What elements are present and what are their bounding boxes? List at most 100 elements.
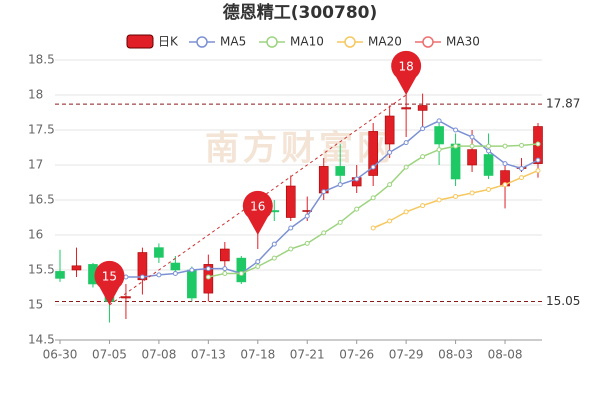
ma-point — [387, 218, 393, 224]
ma-point — [205, 274, 211, 280]
candle-body — [170, 262, 181, 271]
y-tick-label: 16 — [28, 228, 43, 242]
legend-label: MA10 — [290, 35, 324, 49]
ma-point — [436, 118, 442, 124]
legend-label: 日K — [158, 35, 179, 49]
y-tick-label: 17.5 — [28, 123, 55, 137]
candle-body — [236, 257, 247, 283]
candle-body — [335, 166, 346, 176]
x-tick-label: 07-13 — [191, 348, 226, 362]
ma-point — [354, 176, 360, 182]
x-tick-label: 07-26 — [339, 348, 374, 362]
ma-point — [535, 168, 541, 174]
candle-body — [137, 252, 148, 281]
ma-point — [288, 246, 294, 252]
ma-point — [453, 143, 459, 149]
ma-point — [486, 143, 492, 149]
ma-point — [387, 149, 393, 155]
legend-label: MA5 — [220, 35, 246, 49]
candle-body — [401, 107, 411, 110]
legend-swatch — [196, 36, 208, 48]
ma-point — [271, 241, 277, 247]
y-tick-label: 17 — [28, 158, 43, 172]
ma-point — [469, 190, 475, 196]
y-tick-label: 15.5 — [28, 263, 55, 277]
pin-label: 15 — [102, 270, 117, 284]
y-tick-label: 16.5 — [28, 193, 55, 207]
legend-label: MA20 — [368, 35, 402, 49]
ma-point — [486, 148, 492, 154]
ma-point — [519, 166, 525, 171]
ma-point — [123, 274, 129, 280]
ma-point — [436, 147, 442, 153]
legend-swatch — [344, 36, 356, 48]
ma-point — [238, 271, 244, 276]
ma-point — [304, 213, 310, 219]
x-tick-label: 07-08 — [141, 348, 176, 362]
ma-point — [205, 266, 211, 272]
ma-point — [453, 194, 459, 199]
ma-point — [172, 271, 178, 276]
ma-point — [370, 164, 376, 170]
ma-point — [469, 143, 475, 149]
ma-point — [486, 187, 492, 192]
x-tick-label: 07-05 — [92, 348, 127, 362]
ma-point — [420, 154, 426, 160]
pin — [242, 190, 273, 235]
chart-title: 德恩精工(300780) — [223, 2, 378, 23]
y-tick-label: 14.5 — [28, 333, 55, 347]
ma-point — [370, 195, 376, 201]
pin — [94, 260, 125, 305]
ma-point — [436, 197, 442, 203]
x-tick-label: 08-08 — [488, 348, 523, 362]
x-tick-label: 06-30 — [43, 348, 78, 362]
price-line-label: 17.87 — [546, 97, 580, 111]
ma-point — [337, 182, 343, 188]
ma-point — [189, 267, 195, 273]
candle-body — [368, 131, 378, 176]
candle-body — [467, 149, 477, 166]
ma-point — [535, 157, 541, 163]
ma-point — [502, 182, 508, 188]
candle-body — [220, 248, 230, 262]
ma-point — [139, 274, 145, 280]
trend-line — [109, 94, 407, 306]
watermark: 南方财富网 — [205, 129, 395, 169]
legend-label: MA30 — [446, 35, 480, 49]
ma-point — [156, 272, 162, 278]
candle-body — [302, 210, 313, 212]
ma-point — [403, 140, 409, 146]
legend-swatch — [422, 36, 434, 48]
y-tick-label: 15 — [28, 298, 43, 312]
ma-point — [502, 143, 508, 149]
ma-point — [354, 206, 360, 212]
y-tick-label: 18.5 — [28, 53, 55, 67]
candle-body — [121, 296, 131, 299]
legend-swatch — [266, 36, 278, 48]
candle-body — [71, 265, 82, 271]
ma-point — [370, 225, 376, 231]
candle-body — [417, 105, 428, 111]
candle-body — [285, 185, 296, 218]
ma-point — [222, 266, 228, 272]
ma-point — [502, 161, 508, 167]
x-tick-label: 07-29 — [389, 348, 424, 362]
x-tick-label: 07-21 — [290, 348, 325, 362]
pin-label: 16 — [250, 200, 265, 214]
legend-swatch — [126, 34, 154, 49]
ma-point — [420, 203, 426, 209]
candle-body — [450, 143, 461, 180]
y-tick-label: 18 — [28, 88, 43, 102]
price-line-label: 15.05 — [546, 294, 580, 308]
candle-body — [154, 247, 164, 258]
pin — [391, 50, 422, 95]
candle-body — [55, 271, 65, 279]
ma-point — [222, 271, 228, 276]
ma-point — [403, 164, 409, 170]
ma-point — [337, 219, 343, 225]
candle-body — [318, 166, 329, 194]
ma-point — [304, 240, 310, 246]
ma-point — [535, 141, 541, 147]
ma-point — [321, 189, 327, 195]
